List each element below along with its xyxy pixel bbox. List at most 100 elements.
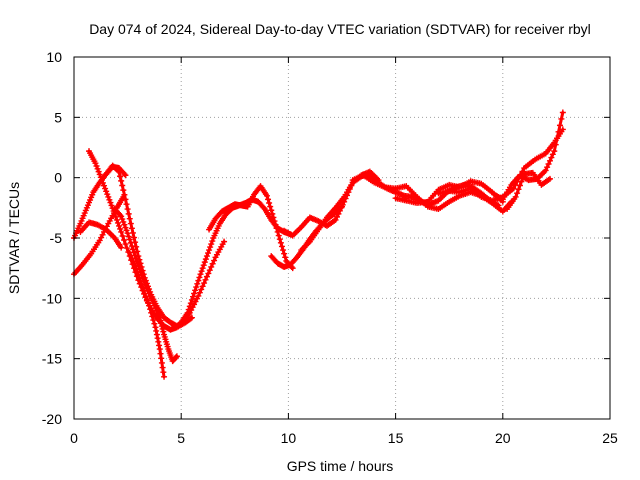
data-point <box>118 244 125 251</box>
data-point <box>102 185 109 192</box>
data-point <box>273 225 280 232</box>
data-point <box>269 210 276 217</box>
data-point <box>119 216 126 223</box>
data-point <box>552 141 559 148</box>
data-point <box>548 154 555 161</box>
x-tick-label: 10 <box>281 430 297 446</box>
data-point <box>114 167 121 174</box>
data-point <box>129 229 136 236</box>
data-point <box>126 249 133 256</box>
x-tick-label: 15 <box>388 430 404 446</box>
data-point <box>154 335 161 342</box>
data-point <box>134 269 141 276</box>
data-point <box>120 218 127 225</box>
y-axis-label: SDTVAR / TECUs <box>6 182 22 294</box>
data-point <box>139 284 146 291</box>
data-point <box>558 115 565 122</box>
y-tick-label: 5 <box>54 109 62 125</box>
data-point <box>519 174 526 181</box>
data-point <box>203 253 210 260</box>
data-point <box>191 290 198 297</box>
data-point <box>332 216 339 223</box>
data-point <box>121 221 128 228</box>
data-point <box>134 259 141 266</box>
data-point <box>96 171 103 178</box>
data-point <box>160 369 167 376</box>
data-point <box>278 243 285 250</box>
data-point <box>188 296 195 303</box>
data-point <box>545 160 552 167</box>
data-point <box>559 109 566 116</box>
x-axis-label: GPS time / hours <box>287 458 394 474</box>
data-point <box>127 252 134 259</box>
data-layer <box>71 109 566 380</box>
data-point <box>151 320 158 327</box>
data-point <box>133 266 140 273</box>
data-point <box>116 222 123 229</box>
data-point <box>121 237 128 244</box>
data-point <box>515 186 522 193</box>
data-point <box>118 177 125 184</box>
data-point <box>126 215 133 222</box>
data-point <box>514 190 521 197</box>
data-point <box>158 320 165 327</box>
data-point <box>280 247 287 254</box>
data-point <box>335 210 342 217</box>
data-point <box>117 173 124 180</box>
grid-layer <box>74 57 610 419</box>
data-point <box>133 255 140 262</box>
data-point <box>122 172 129 179</box>
data-point <box>549 151 556 158</box>
y-tick-label: -20 <box>42 411 62 427</box>
data-point <box>554 135 561 142</box>
data-point <box>156 342 163 349</box>
data-point <box>143 296 150 303</box>
data-point <box>140 277 147 284</box>
data-point <box>158 355 165 362</box>
data-point <box>148 309 155 316</box>
data-point <box>173 354 180 361</box>
data-point <box>281 250 288 257</box>
data-point <box>92 160 99 167</box>
data-point <box>97 174 104 181</box>
y-tick-label: -15 <box>42 351 62 367</box>
data-point <box>267 203 274 210</box>
data-point <box>551 148 558 155</box>
x-tick-label: 0 <box>70 430 78 446</box>
data-point <box>275 232 282 239</box>
y-tick-label: 10 <box>46 49 62 65</box>
data-point <box>201 259 208 266</box>
data-point <box>93 163 100 170</box>
data-point <box>158 323 165 330</box>
data-point <box>98 177 105 184</box>
data-point <box>265 196 272 203</box>
data-point <box>140 287 147 294</box>
data-point <box>159 364 166 371</box>
data-point <box>161 373 168 380</box>
y-tick-label: -5 <box>50 230 63 246</box>
data-point <box>205 270 212 277</box>
data-point <box>221 238 228 245</box>
data-point <box>112 213 119 220</box>
data-point <box>125 233 132 240</box>
data-point <box>209 260 216 267</box>
data-point <box>192 287 199 294</box>
data-point <box>132 263 139 270</box>
data-point <box>113 216 120 223</box>
data-point <box>119 182 126 189</box>
data-point <box>141 280 148 287</box>
series-arc-17 <box>504 169 553 213</box>
data-point <box>123 227 130 234</box>
data-point <box>116 168 123 175</box>
data-point <box>119 232 126 239</box>
data-point <box>104 191 111 198</box>
data-point <box>559 126 566 133</box>
data-point <box>196 274 203 281</box>
data-point <box>136 275 143 282</box>
data-point <box>544 164 551 171</box>
data-point <box>153 327 160 334</box>
data-point <box>207 244 214 251</box>
data-point <box>556 122 563 129</box>
data-point <box>208 263 215 270</box>
